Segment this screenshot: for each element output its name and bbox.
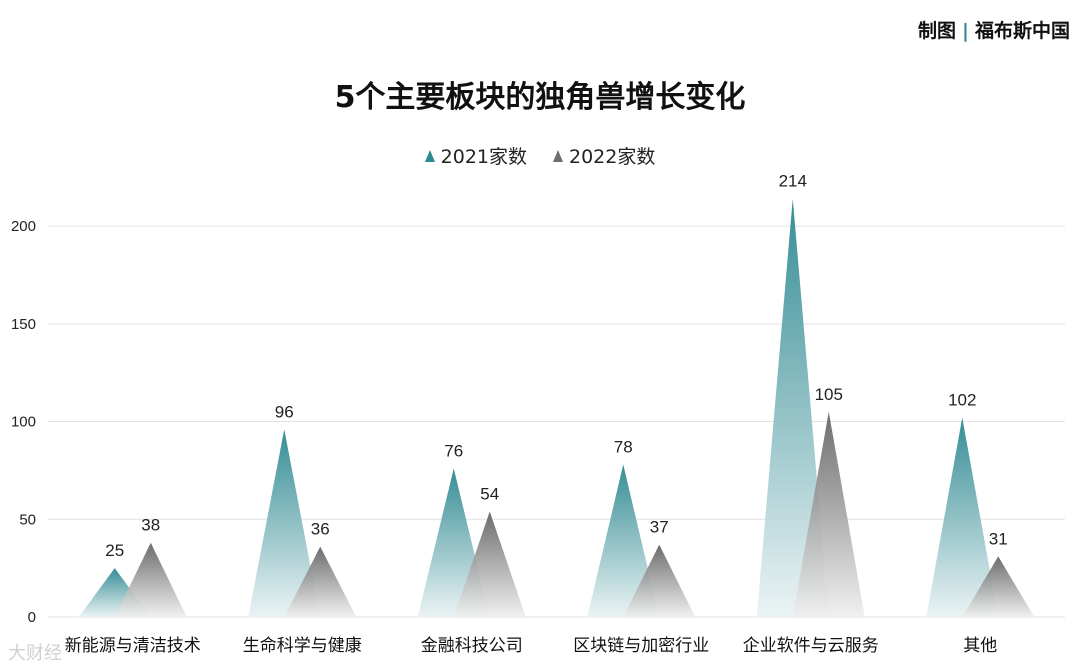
x-category-label: 生命科学与健康 <box>243 636 362 656</box>
bar-2022 <box>962 556 1035 617</box>
credit-source: 福布斯中国 <box>974 20 1070 42</box>
legend-label-2022: 2022家数 <box>569 146 656 168</box>
y-tick-label: 100 <box>11 414 36 431</box>
bar-2021 <box>756 198 829 617</box>
legend-label-2021: 2021家数 <box>440 146 527 168</box>
data-label-2022: 31 <box>989 529 1008 548</box>
data-label-2021: 96 <box>275 402 294 421</box>
data-label-2021: 214 <box>779 172 807 191</box>
y-tick-label: 200 <box>11 218 36 235</box>
bar-2021 <box>248 429 321 617</box>
bar-2022 <box>623 544 696 617</box>
data-label-2021: 78 <box>614 438 633 457</box>
legend-swatch-2021 <box>424 149 435 162</box>
data-label-2022: 36 <box>311 520 330 539</box>
credit-separator: | <box>962 20 969 42</box>
bar-2022 <box>284 546 357 617</box>
bar-2022 <box>792 411 865 617</box>
data-label-2022: 37 <box>650 518 669 537</box>
data-label-2022: 54 <box>480 484 499 503</box>
watermark-text: 大财经 <box>8 643 62 664</box>
data-label-2022: 105 <box>815 385 843 404</box>
data-label-2021: 25 <box>105 541 124 560</box>
legend-item-2021: 2021家数 <box>424 142 527 169</box>
bar-2022 <box>114 542 187 617</box>
chart-credit: 制图 | 福布斯中国 <box>918 16 1070 43</box>
y-tick-label: 150 <box>11 316 36 333</box>
bar-2021 <box>587 464 660 617</box>
data-label-2021: 102 <box>948 391 976 410</box>
chart-title: 5个主要板块的独角兽增长变化 <box>334 80 746 115</box>
x-category-label: 新能源与清洁技术 <box>65 636 201 656</box>
x-category-label: 金融科技公司 <box>421 636 523 656</box>
y-tick-label: 50 <box>19 511 36 528</box>
x-category-label: 企业软件与云服务 <box>743 636 879 656</box>
x-category-label: 区块链与加密行业 <box>573 636 709 656</box>
bar-2022 <box>453 511 526 617</box>
legend: 2021家数 2022家数 <box>0 142 1080 169</box>
data-label-2022: 38 <box>141 516 160 535</box>
legend-item-2022: 2022家数 <box>553 142 655 169</box>
x-category-label: 其他 <box>963 636 997 656</box>
legend-swatch-2022 <box>553 149 563 162</box>
bar-2021 <box>926 417 999 617</box>
y-tick-label: 0 <box>28 609 36 626</box>
credit-label: 制图 <box>918 20 957 42</box>
data-label-2021: 76 <box>444 441 463 460</box>
